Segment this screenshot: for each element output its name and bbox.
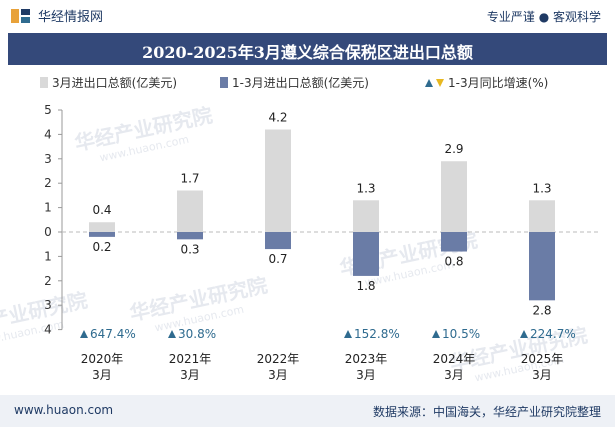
category-label-year: 2025年 — [521, 352, 564, 366]
y-tick-label: 3 — [44, 152, 52, 166]
y-tick-label: 1 — [44, 201, 52, 215]
bar-march — [353, 200, 379, 232]
category-label-month: 3月 — [180, 368, 200, 382]
legend-growth-down-icon — [436, 79, 444, 87]
chart: 华经产业研究院www.huaon.com华经产业研究院www.huaon.com… — [0, 75, 600, 384]
growth-up-icon — [432, 330, 440, 338]
bar-march — [177, 190, 203, 232]
category-label-month: 3月 — [444, 368, 464, 382]
data-label-ytd: 2.8 — [532, 303, 551, 317]
growth-label: 224.7% — [530, 327, 576, 341]
category-label-year: 2023年 — [345, 352, 388, 366]
data-label-march: 2.9 — [444, 142, 463, 156]
bar-ytd — [353, 232, 379, 276]
footer-website[interactable]: www.huaon.com — [14, 403, 114, 417]
footer-source: 数据来源：中国海关，华经产业研究院整理 — [372, 405, 601, 419]
category-label-year: 2020年 — [81, 352, 124, 366]
footer: www.huaon.com 数据来源：中国海关，华经产业研究院整理 — [0, 395, 615, 427]
data-label-ytd: 0.7 — [268, 252, 287, 266]
data-label-ytd: 0.2 — [92, 240, 111, 254]
growth-up-icon — [344, 330, 352, 338]
growth-label: 647.4% — [90, 327, 136, 341]
bar-march — [529, 200, 555, 232]
y-tick-label: 0 — [44, 225, 52, 239]
growth-label: 30.8% — [178, 327, 216, 341]
data-label-march: 1.3 — [356, 181, 375, 195]
bar-ytd — [441, 232, 467, 252]
category-label-year: 2024年 — [433, 352, 476, 366]
data-label-march: 4.2 — [268, 111, 287, 125]
bar-march — [265, 129, 291, 232]
brand-name: 华经情报网 — [38, 10, 104, 25]
bar-ytd — [177, 232, 203, 240]
legend-label-1: 3月进出口总额(亿美元) — [52, 75, 177, 90]
data-label-march: 1.7 — [180, 172, 199, 186]
legend-swatch-1 — [40, 77, 48, 88]
legend-swatch-2 — [220, 77, 228, 88]
data-label-march: 1.3 — [532, 181, 551, 195]
y-tick-label: 3 — [44, 298, 52, 312]
title-bar: 2020-2025年3月遵义综合保税区进出口总额 — [8, 33, 607, 65]
chart-title: 2020-2025年3月遵义综合保税区进出口总额 — [142, 43, 473, 62]
data-label-ytd: 0.8 — [444, 255, 463, 269]
growth-label: 10.5% — [442, 327, 480, 341]
legend-label-3: 1-3月同比增速(%) — [448, 76, 548, 90]
legend-label-2: 1-3月进出口总额(亿美元) — [232, 75, 369, 90]
category-label-month: 3月 — [532, 368, 552, 382]
category-label-year: 2022年 — [257, 352, 300, 366]
top-bar: 华经情报网 专业严谨 ● 客观科学 — [0, 0, 615, 33]
bar-march — [89, 222, 115, 232]
brand[interactable]: 华经情报网 — [10, 6, 103, 25]
bar-ytd — [265, 232, 291, 250]
legend-growth-up-icon — [425, 79, 433, 87]
growth-up-icon — [168, 330, 176, 338]
bar-ytd — [89, 232, 115, 237]
y-tick-label: 5 — [44, 103, 52, 117]
category-label-month: 3月 — [356, 368, 376, 382]
category-label-month: 3月 — [268, 368, 288, 382]
bar-march — [441, 161, 467, 232]
category-label-year: 2021年 — [169, 352, 212, 366]
growth-up-icon — [80, 330, 88, 338]
bar-ytd — [529, 232, 555, 301]
growth-up-icon — [520, 330, 528, 338]
y-tick-label: 1 — [44, 249, 52, 263]
y-tick-label: 2 — [44, 176, 52, 190]
y-tick-label: 2 — [44, 274, 52, 288]
y-tick-label: 4 — [44, 323, 52, 337]
data-label-ytd: 0.3 — [180, 242, 199, 256]
growth-label: 152.8% — [354, 327, 400, 341]
brand-logo-icon — [11, 8, 30, 23]
data-label-ytd: 1.8 — [356, 279, 375, 293]
slogan: 专业严谨 ● 客观科学 — [486, 10, 601, 24]
y-tick-label: 4 — [44, 127, 52, 141]
data-label-march: 0.4 — [92, 203, 111, 217]
category-label-month: 3月 — [92, 368, 112, 382]
